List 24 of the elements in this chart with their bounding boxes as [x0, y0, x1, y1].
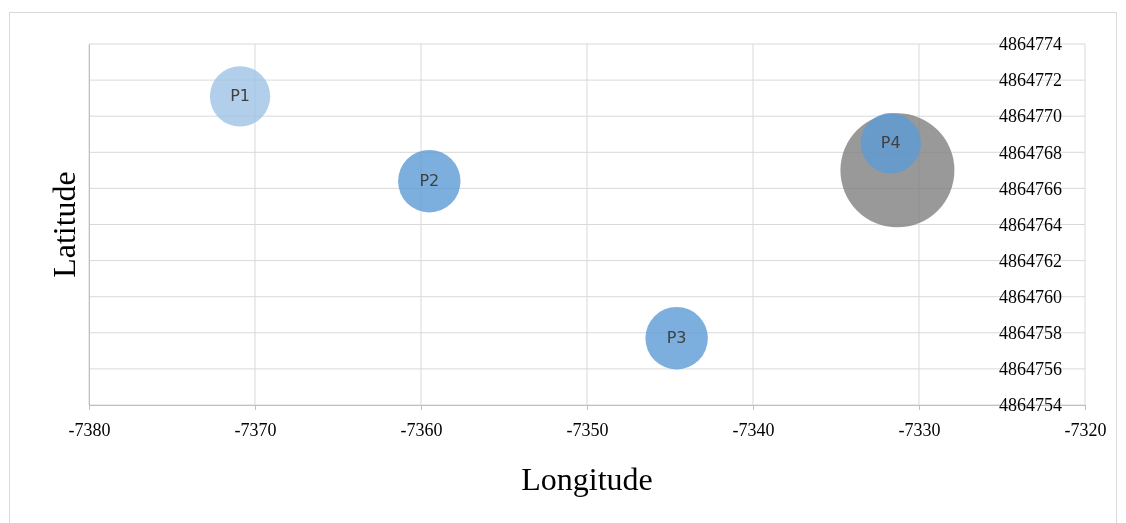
annotation: P1 — [230, 85, 250, 105]
y-tick-label: 4864770 — [999, 106, 1062, 127]
y-axis-title: Latitude — [46, 171, 82, 278]
x-tick-label: -7340 — [732, 420, 775, 441]
y-tick-label: 4864772 — [999, 70, 1062, 91]
y-tick-label: 4864774 — [999, 34, 1062, 55]
annotation: P2 — [419, 170, 440, 190]
x-tick-label: -7380 — [68, 420, 111, 441]
x-tick-label: -7370 — [234, 420, 277, 441]
x-tick-label: -7360 — [400, 420, 443, 441]
y-tick-label: 4864756 — [999, 359, 1062, 380]
y-tick-label: 4864758 — [999, 323, 1062, 344]
x-tick-label: -7320 — [1064, 420, 1107, 441]
y-tick-label: 4864762 — [999, 250, 1062, 271]
x-tick-label: -7330 — [898, 420, 941, 441]
annotation: P3 — [666, 327, 687, 347]
y-tick-label: 4864766 — [999, 178, 1062, 199]
y-tick-label: 4864764 — [999, 214, 1062, 235]
y-tick-label: 4864760 — [999, 286, 1062, 307]
y-tick-label: 4864768 — [999, 142, 1062, 163]
x-axis-title: Longitude — [521, 461, 653, 497]
y-tick-label: 4864754 — [999, 395, 1062, 416]
annotation: P4 — [880, 132, 901, 152]
x-tick-label: -7350 — [566, 420, 609, 441]
